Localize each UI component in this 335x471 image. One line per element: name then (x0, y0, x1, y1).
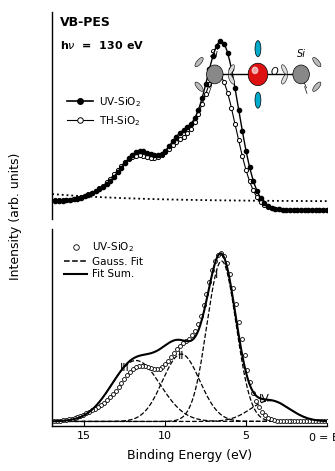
Text: h$\nu$  =  130 eV: h$\nu$ = 130 eV (60, 39, 144, 51)
Text: Intensity (arb. units): Intensity (arb. units) (9, 153, 22, 280)
Text: III: III (120, 363, 130, 374)
Text: VB-PES: VB-PES (60, 16, 111, 29)
Text: IV: IV (259, 394, 270, 404)
Legend: UV-SiO$_2$, Gauss. Fit, Fit Sum.: UV-SiO$_2$, Gauss. Fit, Fit Sum. (60, 236, 147, 284)
Text: I: I (215, 270, 218, 280)
Text: II: II (178, 350, 185, 360)
X-axis label: Binding Energy (eV): Binding Energy (eV) (127, 449, 252, 462)
Legend: UV-SiO$_2$, TH-SiO$_2$: UV-SiO$_2$, TH-SiO$_2$ (63, 90, 145, 132)
